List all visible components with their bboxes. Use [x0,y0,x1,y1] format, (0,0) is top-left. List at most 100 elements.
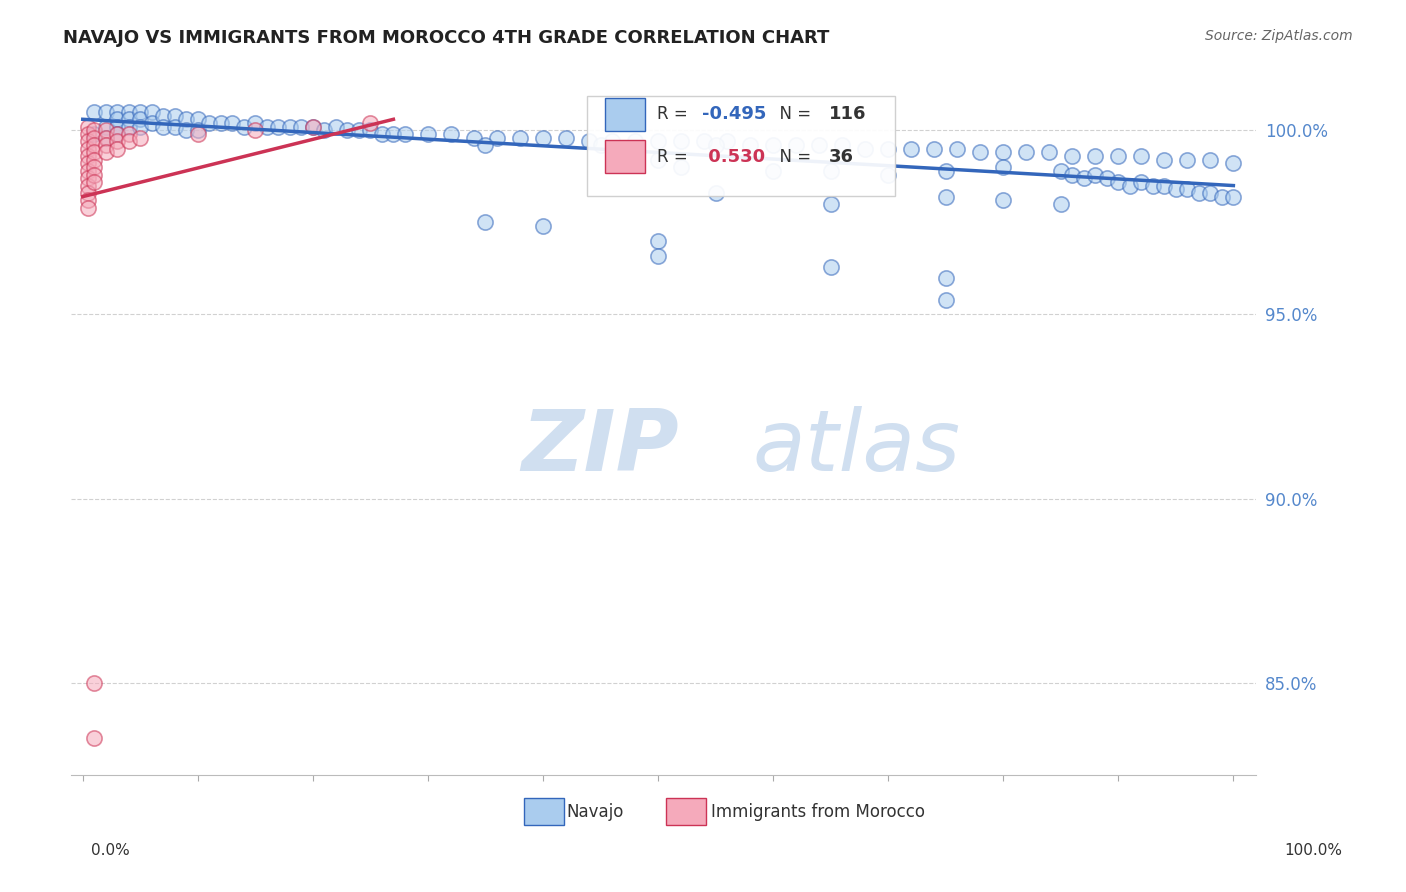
Point [198,116,221,130]
Point [1130,175,1153,189]
Point [347,123,370,137]
Point [83,130,105,145]
Text: -0.495: -0.495 [702,105,766,123]
Point [1073,171,1095,186]
Point [877,168,900,182]
Point [922,142,945,156]
Point [83,123,105,137]
Point [1188,186,1211,200]
Point [94,130,117,145]
Point [647,248,669,262]
Text: ZIP: ZIP [522,407,679,490]
Point [371,127,394,141]
Text: 100.0%: 100.0% [1285,843,1343,858]
Point [176,112,198,127]
Text: Immigrants from Morocco: Immigrants from Morocco [711,803,925,821]
Point [1049,197,1071,211]
Point [1222,189,1244,203]
Point [359,116,381,130]
Point [600,135,623,149]
Point [831,138,853,153]
Point [1107,149,1129,163]
Point [1130,149,1153,163]
Point [245,123,267,137]
Point [118,120,141,134]
Point [209,116,232,130]
Point [820,260,842,274]
Point [1153,178,1175,193]
Point [704,186,727,200]
Point [1084,149,1107,163]
Point [935,293,957,307]
Point [474,215,496,229]
Point [1142,178,1164,193]
Point [83,145,105,160]
Point [624,135,647,149]
Point [152,120,174,134]
Point [704,138,727,153]
Point [129,120,152,134]
Text: 36: 36 [828,148,853,166]
Point [1107,175,1129,189]
Point [336,123,359,137]
Point [94,145,117,160]
Point [1153,153,1175,167]
Point [463,130,485,145]
Point [105,142,128,156]
Point [105,127,128,141]
Point [256,120,278,134]
Point [1211,189,1233,203]
Point [83,104,105,119]
Point [993,145,1015,160]
Point [77,149,100,163]
Point [83,675,105,690]
Point [176,123,198,137]
Point [77,120,100,134]
Text: R =: R = [657,148,693,166]
Point [531,219,554,233]
Point [245,116,267,130]
Point [578,135,600,149]
Text: N =: N = [769,105,817,123]
Point [105,112,128,127]
Point [77,186,100,200]
Point [152,109,174,123]
Point [105,127,128,141]
Point [485,130,508,145]
Point [94,138,117,153]
Point [382,127,405,141]
Point [77,201,100,215]
Point [820,164,842,178]
Point [935,270,957,285]
Point [877,142,900,156]
Point [394,127,416,141]
Point [77,194,100,208]
Point [83,153,105,167]
Point [993,160,1015,174]
Point [1095,171,1118,186]
Point [118,112,141,127]
Point [83,160,105,174]
Point [440,127,463,141]
Point [77,178,100,193]
FancyBboxPatch shape [524,798,564,825]
Point [1175,153,1198,167]
Text: 0.0%: 0.0% [91,843,131,858]
Point [808,138,831,153]
Point [129,130,152,145]
Point [1038,145,1060,160]
Point [1062,168,1084,182]
Point [187,112,209,127]
Point [314,123,336,137]
Point [94,104,117,119]
Point [94,130,117,145]
Point [141,104,163,119]
Point [118,104,141,119]
Text: Navajo: Navajo [567,803,624,821]
Point [509,130,531,145]
Point [163,120,186,134]
Point [946,142,969,156]
Point [647,234,669,248]
Point [129,112,152,127]
Point [969,145,991,160]
